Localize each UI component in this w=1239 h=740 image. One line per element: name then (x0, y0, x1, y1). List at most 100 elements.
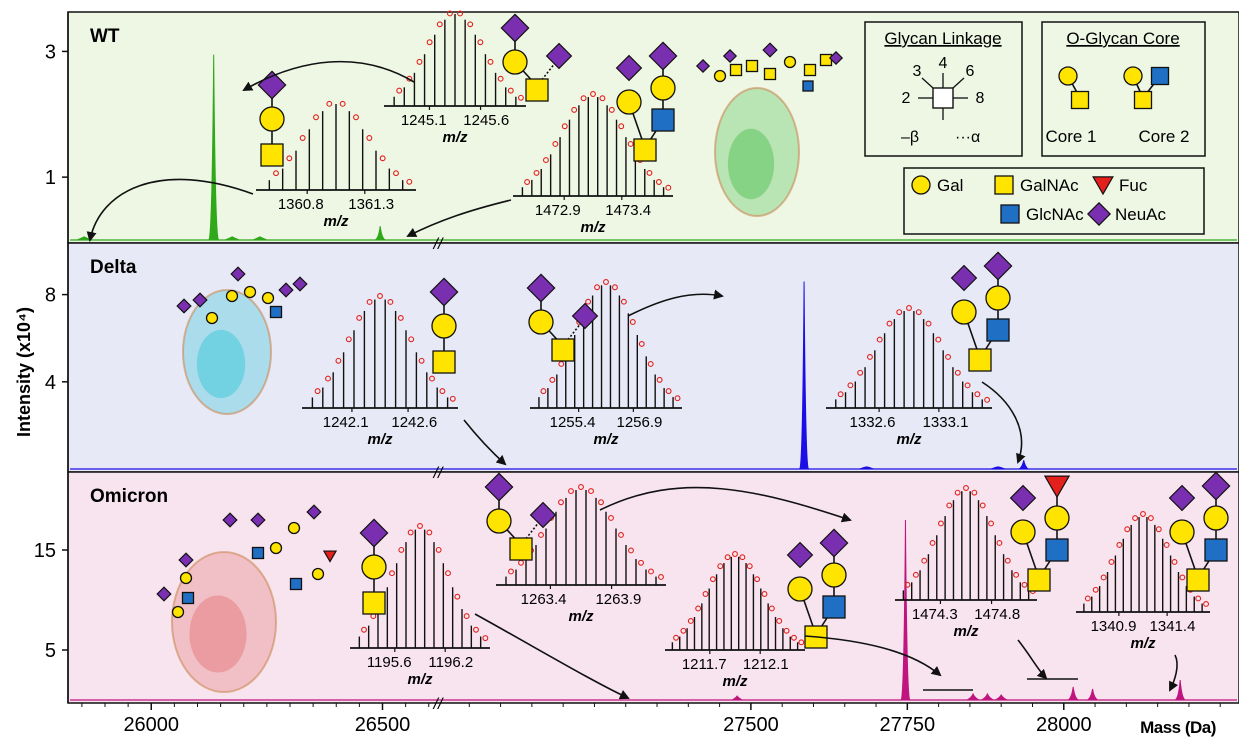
theoretical-point (594, 284, 601, 291)
theoretical-point (646, 169, 653, 176)
theoretical-point (680, 627, 687, 634)
glycan-core2 (1168, 471, 1231, 592)
protein-structure-delta (182, 289, 272, 415)
gal-circle-icon (951, 299, 977, 325)
theoretical-point (540, 388, 547, 395)
theoretical-point (988, 520, 995, 527)
theoretical-point (925, 320, 932, 327)
gal-circle-icon (243, 285, 257, 299)
theoretical-point (1084, 595, 1091, 602)
inset-tick-label: 1242.6 (391, 414, 437, 431)
neuac-diamond-icon (648, 41, 678, 71)
theoretical-point (454, 593, 461, 600)
theoretical-point (397, 314, 404, 321)
theoretical-point (436, 21, 443, 28)
theoretical-point (1155, 526, 1162, 533)
gal-circle-icon (713, 69, 727, 83)
theoretical-point (674, 395, 681, 402)
spectrum-peak (1085, 688, 1100, 701)
theoretical-point (1100, 574, 1107, 581)
theoretical-point (313, 114, 319, 121)
gal-circle-icon (1010, 519, 1036, 545)
theoretical-point (286, 155, 293, 162)
inset-tick-label: 1245.1 (401, 112, 447, 129)
theoretical-point (658, 574, 664, 580)
x-tick-label: 28000 (1036, 714, 1092, 736)
theoretical-point (673, 634, 680, 641)
glcnac-square-icon (181, 591, 195, 605)
theoretical-point (974, 391, 981, 398)
theoretical-point (638, 559, 644, 566)
theoretical-point (326, 100, 333, 107)
theoretical-point (473, 626, 479, 633)
neuac-diamond-icon (192, 292, 208, 308)
gal-circle-icon (1169, 519, 1195, 545)
galnac-square-icon (763, 67, 777, 81)
theoretical-point (353, 114, 359, 121)
neuac-diamond-icon (484, 472, 514, 502)
theoretical-point (599, 95, 606, 102)
isotope-inset: 1195.6 1196.2m/z (350, 523, 490, 688)
inset-tick-label: 1341.4 (1150, 618, 1196, 635)
theoretical-point (857, 369, 864, 376)
theoretical-point (356, 314, 363, 321)
theoretical-point (1132, 515, 1139, 522)
gal-circle-icon (502, 49, 528, 75)
theoretical-point (904, 581, 911, 588)
axis-break-mark: // (433, 696, 444, 713)
neuac-diamond-icon (292, 276, 308, 292)
theoretical-point (964, 382, 971, 389)
theoretical-point (937, 520, 944, 527)
glycan-disialyl-core1 (500, 13, 573, 102)
theoretical-point (598, 499, 604, 506)
x-tick-label: 27750 (880, 714, 936, 736)
y-tick-label: 3 (45, 41, 56, 63)
theoretical-point (552, 140, 559, 147)
y-tick-label: 8 (45, 285, 56, 307)
neuac-diamond-icon (786, 541, 814, 569)
theoretical-point (979, 502, 986, 509)
glcnac-square-icon (1000, 204, 1020, 224)
theoretical-point (507, 87, 514, 94)
theoretical-point (648, 568, 654, 575)
galnac-square-icon (362, 591, 386, 615)
monosaccharide-label: GalNAc (1020, 176, 1079, 195)
theoretical-point (429, 375, 435, 382)
spectrum-peak (1173, 679, 1188, 701)
theoretical-point (906, 305, 912, 311)
neuac-diamond-icon (1009, 484, 1037, 512)
monosaccharide-label: NeuAc (1115, 205, 1167, 224)
core-legend-box (1041, 21, 1206, 157)
glycan-sialyl-core1 (429, 277, 459, 374)
theoretical-point (954, 369, 961, 376)
theoretical-point (783, 627, 790, 634)
spectrum-peak (730, 695, 745, 701)
theoretical-point (618, 531, 624, 538)
theoretical-point (837, 391, 844, 398)
theoretical-point (629, 319, 636, 325)
theoretical-point (299, 135, 306, 141)
theoretical-point (588, 488, 594, 495)
spectrum-peak (994, 694, 1008, 701)
glycan-core2 (1009, 475, 1071, 592)
inset-tick-label: 1211.7 (682, 656, 727, 673)
theoretical-point (847, 382, 854, 389)
isotope-inset: 1242.1 1242.6m/z (302, 293, 458, 448)
theoretical-point (325, 375, 331, 382)
gal-circle-icon (1123, 66, 1143, 86)
gal-circle-icon (821, 562, 847, 588)
galnac-square-icon (1070, 90, 1090, 110)
core1-label: Core 1 (1045, 127, 1096, 146)
isotope-inset: 1263.4 1263.9m/z (496, 484, 666, 625)
theoretical-point (314, 388, 321, 395)
theoretical-point (946, 502, 953, 509)
annotation-arrow (627, 289, 724, 317)
theoretical-point (561, 123, 568, 130)
theoretical-point (963, 485, 969, 491)
theoretical-point (1203, 601, 1210, 607)
theoretical-point (620, 298, 627, 305)
theoretical-point (517, 94, 524, 101)
linkage-square-icon (932, 87, 954, 109)
theoretical-point (1179, 574, 1186, 581)
theoretical-point (590, 91, 596, 97)
